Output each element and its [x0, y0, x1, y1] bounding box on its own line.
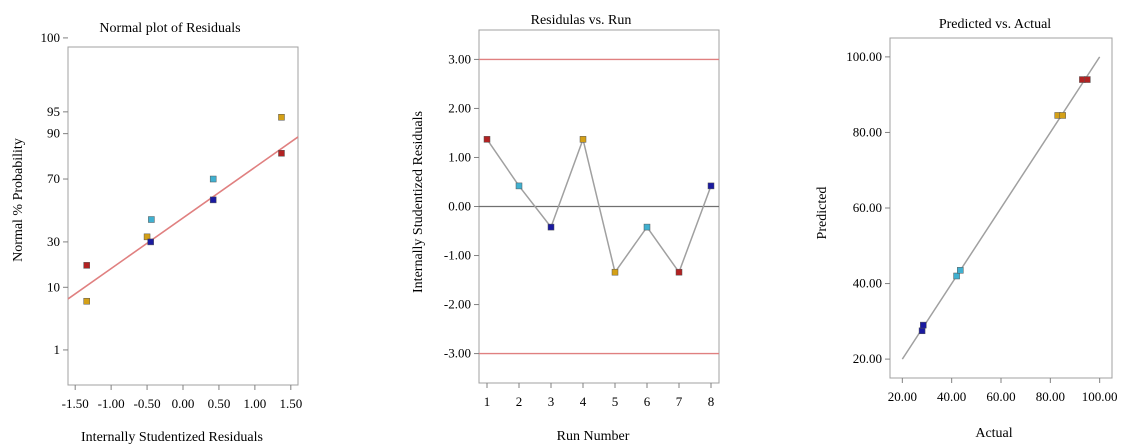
residuals-vs-run-panel: Residulas vs. Run 1 2 3 4 5 6 7 8 3.00 2.00 1.00 0.… [411, 13, 720, 444]
run-ytick-label: -3.00 [444, 346, 471, 361]
normal-point [278, 114, 285, 121]
run-xtick-label: 5 [612, 394, 619, 409]
normal-ytick-label: 70 [47, 171, 60, 186]
normal-fit-line [67, 136, 299, 300]
run-ytick-label: -2.00 [444, 297, 471, 312]
pred-ytick-label: 40.00 [853, 276, 882, 291]
normal-point [278, 150, 285, 157]
pred-ytick-label: 20.00 [853, 351, 882, 366]
pred-point [1084, 76, 1091, 83]
normal-ytick-label: 95 [47, 104, 60, 119]
normal-ytick-label: 1 [54, 342, 61, 357]
run-ytick-label: 0.00 [448, 199, 471, 214]
predicted-vs-actual-title: Predicted vs. Actual [939, 17, 1051, 32]
normal-xtick-label: 1.50 [279, 396, 302, 411]
residuals-vs-run-content: 1 2 3 4 5 6 7 8 3.00 2.00 1.00 0.00 -1.00 -2.00 -3.00 [444, 51, 719, 409]
pred-xtick-label: 80.00 [1036, 389, 1065, 404]
run-xtick-label: 6 [644, 394, 651, 409]
normal-xtick-label: 0.50 [208, 396, 231, 411]
pred-ytick-label: 60.00 [853, 200, 882, 215]
run-xtick-label: 8 [708, 394, 715, 409]
run-ytick-label: -1.00 [444, 248, 471, 263]
run-xtick-label: 2 [516, 394, 523, 409]
residuals-vs-run-xlabel: Run Number [557, 429, 630, 444]
predicted-vs-actual-xlabel: Actual [975, 426, 1012, 441]
pred-point [953, 272, 960, 280]
normal-xtick-label: 0.00 [172, 396, 195, 411]
normal-point [143, 233, 151, 241]
normal-point [83, 297, 90, 305]
run-xtick-label: 1 [484, 394, 491, 409]
normal-point [147, 238, 154, 246]
run-point [579, 136, 587, 143]
pred-xtick-label: 40.00 [937, 389, 966, 404]
pred-point [918, 327, 926, 335]
normal-point [209, 196, 217, 204]
run-xtick-label: 7 [676, 394, 683, 409]
normal-point [209, 175, 217, 183]
normal-xtick-label: -1.00 [98, 396, 125, 411]
run-point [547, 223, 555, 231]
normal-xtick-label: 1.00 [244, 396, 267, 411]
residuals-vs-run-title: Residulas vs. Run [531, 13, 632, 28]
run-ytick-label: 2.00 [448, 100, 471, 115]
normal-plot-title: Normal plot of Residuals [99, 21, 240, 36]
normal-plot-panel: Normal plot of Residuals -1.50 -1.00 -0.50… [11, 21, 302, 445]
normal-point [83, 262, 90, 269]
run-point [483, 136, 491, 143]
pred-xtick-label: 20.00 [888, 389, 917, 404]
run-point [707, 182, 715, 190]
pred-fit-line [901, 56, 1101, 360]
normal-ytick-label: 10 [47, 279, 60, 294]
pred-point [1059, 112, 1066, 119]
pred-xtick-label: 100.00 [1082, 389, 1118, 404]
normal-plot-frame [67, 46, 299, 386]
normal-plot-ylabel: Normal % Probability [11, 138, 26, 262]
pred-ytick-label: 80.00 [853, 124, 882, 139]
predicted-vs-actual-content: 20.00 40.00 60.00 80.00 100.00 20.00 40.00 60.0… [846, 49, 1117, 404]
normal-plot-content: -1.50 -1.00 -0.50 0.00 0.50 1.00 1.50 1 10 30 70 90… [41, 30, 303, 411]
pred-point [920, 321, 927, 329]
run-xtick-label: 4 [580, 394, 587, 409]
residuals-vs-run-ylabel: Internally Studentized Residuals [411, 111, 426, 293]
run-point [643, 223, 651, 231]
normal-plot-xlabel: Internally Studentized Residuals [81, 430, 263, 445]
normal-ytick-label: 90 [47, 126, 60, 141]
normal-ytick-label: 30 [47, 234, 60, 249]
run-ytick-label: 3.00 [448, 51, 471, 66]
predicted-vs-actual-panel: Predicted vs. Actual 20.00 40.00 60.00 80.0… [815, 17, 1118, 441]
normal-ytick-label: 100 [41, 30, 61, 45]
predicted-vs-actual-ylabel: Predicted [815, 187, 830, 240]
run-xtick-label: 3 [548, 394, 555, 409]
run-point [515, 182, 523, 190]
run-point [611, 268, 619, 276]
run-series-line [486, 136, 712, 274]
pred-xtick-label: 60.00 [986, 389, 1015, 404]
normal-xtick-label: -0.50 [134, 396, 161, 411]
normal-point [148, 216, 155, 223]
pred-ytick-label: 100.00 [846, 49, 882, 64]
run-point [675, 268, 683, 276]
normal-xtick-label: -1.50 [62, 396, 89, 411]
pred-point [957, 267, 964, 274]
run-ytick-label: 1.00 [448, 149, 471, 164]
